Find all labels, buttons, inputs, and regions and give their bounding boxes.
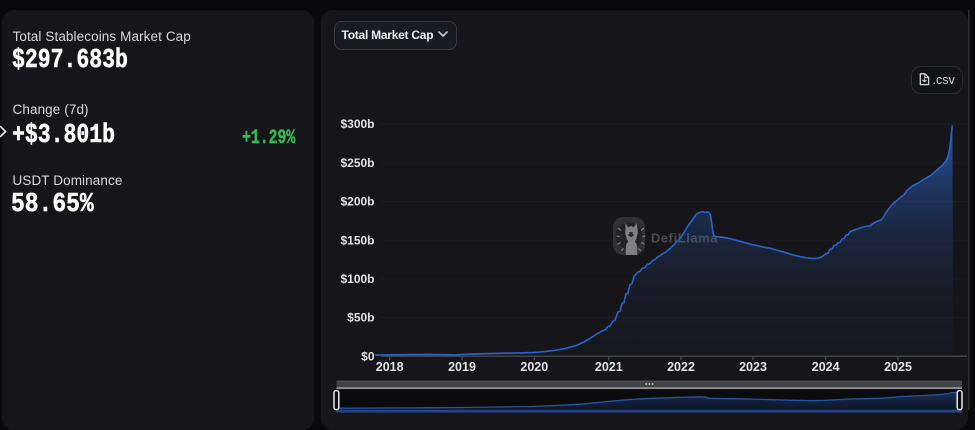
svg-text:2022: 2022 <box>667 360 695 374</box>
svg-text:$150b: $150b <box>340 233 374 247</box>
svg-text:2025: 2025 <box>884 360 912 374</box>
svg-text:2018: 2018 <box>376 360 404 374</box>
svg-text:$0: $0 <box>361 349 375 363</box>
svg-text:$300b: $300b <box>340 117 374 131</box>
svg-text:$200b: $200b <box>340 195 374 209</box>
svg-text:$100b: $100b <box>340 272 374 286</box>
svg-text:2024: 2024 <box>812 360 840 374</box>
svg-text:2019: 2019 <box>448 360 476 374</box>
svg-text:2023: 2023 <box>739 360 767 374</box>
svg-text:$250b: $250b <box>340 156 374 170</box>
svg-text:2020: 2020 <box>520 360 548 374</box>
svg-text:$50b: $50b <box>347 311 374 325</box>
svg-text:2021: 2021 <box>595 360 623 374</box>
